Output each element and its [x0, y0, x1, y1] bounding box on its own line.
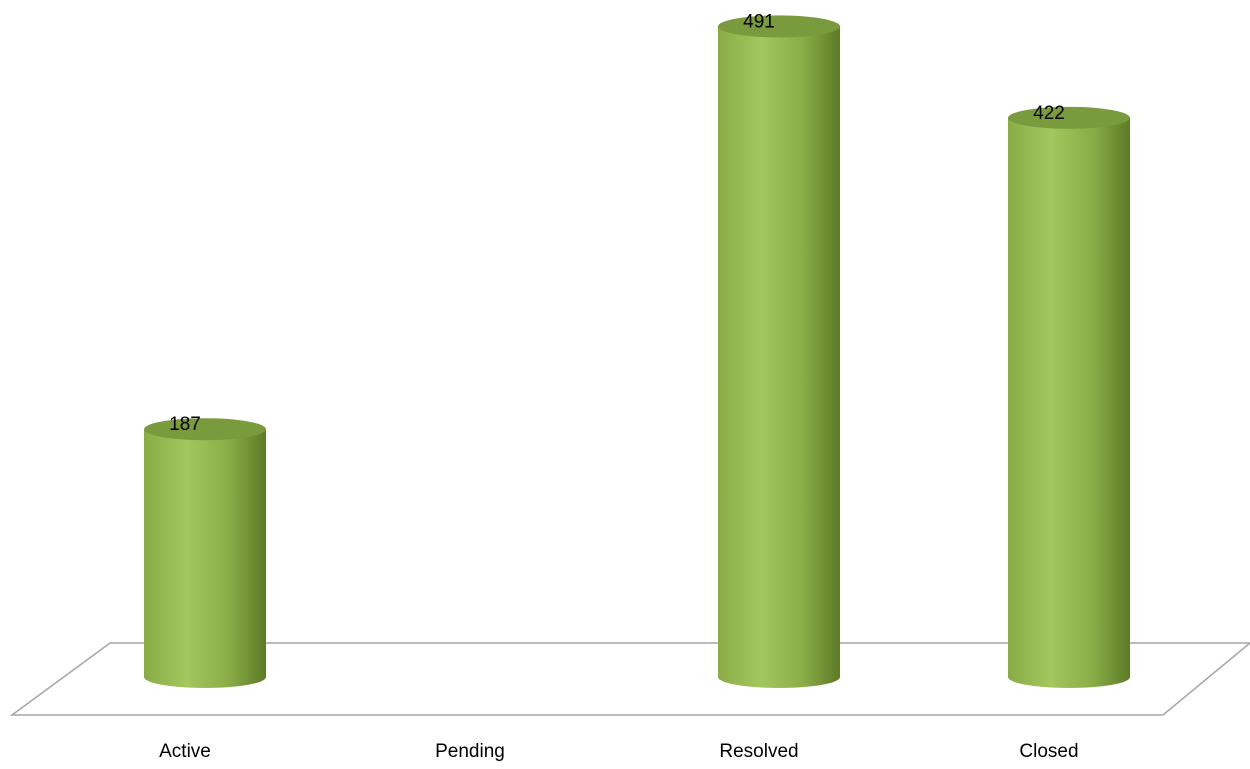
x-tick-label: Closed — [1019, 741, 1078, 762]
bar-top — [718, 15, 840, 38]
bar-resolved — [718, 15, 840, 688]
bar-closed — [1008, 106, 1130, 689]
x-tick-label: Active — [159, 741, 211, 762]
bar-body — [718, 26, 840, 688]
x-tick-label: Resolved — [719, 741, 798, 762]
bar-body — [144, 429, 266, 688]
bar-body — [1008, 117, 1130, 689]
data-label: 187 — [169, 414, 201, 435]
x-tick-label: Pending — [435, 741, 505, 762]
bar-top — [144, 418, 266, 441]
chart-floor — [9, 642, 1250, 716]
data-label: 422 — [1033, 103, 1065, 124]
bar-top — [1008, 106, 1130, 129]
bar-active — [144, 418, 266, 688]
data-label: 491 — [743, 11, 775, 32]
